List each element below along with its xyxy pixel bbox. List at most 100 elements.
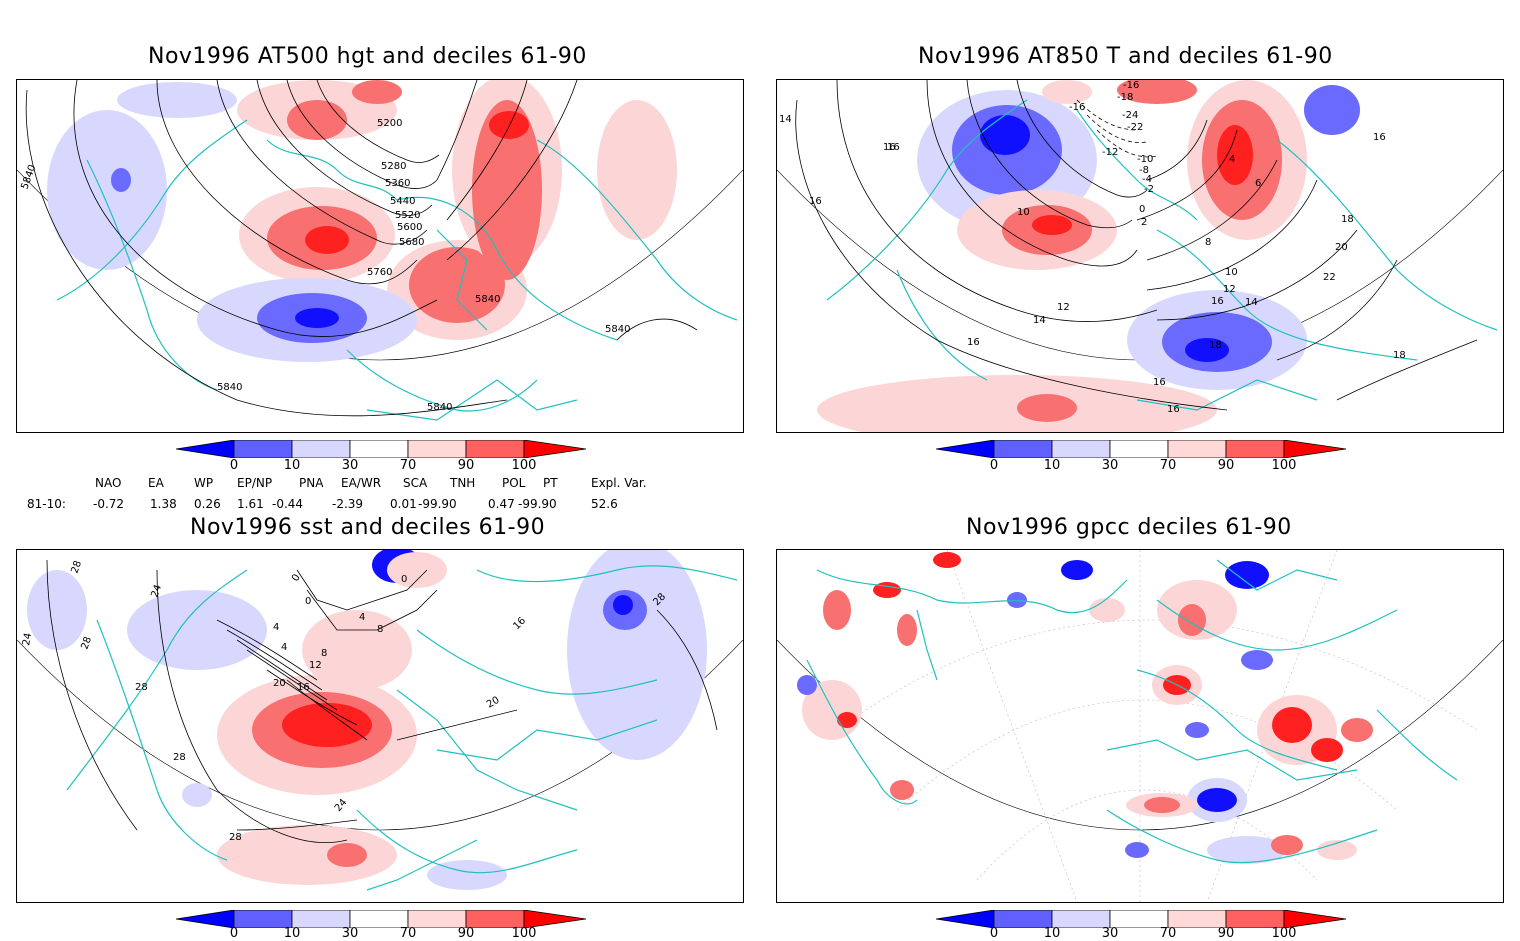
panel-title-t850: Nov1996 AT850 T and deciles 61-90 (918, 44, 1333, 69)
colorbar-tick: 10 (283, 458, 301, 473)
svg-text:5840: 5840 (605, 324, 630, 335)
map-t850-svg: -16 -18 -16 -24 -22 -12 -10 -8 -4 -2 0 2… (777, 80, 1503, 432)
svg-text:5360: 5360 (385, 178, 410, 189)
svg-text:5440: 5440 (390, 196, 415, 207)
svg-text:5520: 5520 (395, 210, 420, 221)
colorbar-tick: 70 (1159, 458, 1177, 473)
svg-text:20: 20 (1335, 242, 1348, 253)
anomaly-shading (27, 550, 707, 890)
svg-text:5760: 5760 (367, 267, 392, 278)
svg-text:12: 12 (309, 660, 322, 671)
index-value: -99.90 (418, 497, 457, 511)
colorbar-sst-svg (175, 909, 587, 929)
svg-text:16: 16 (1153, 377, 1166, 388)
svg-text:8: 8 (377, 624, 383, 635)
index-value: -99.90 (518, 497, 557, 511)
panel-title-sst: Nov1996 sst and deciles 61-90 (190, 515, 546, 540)
colorbar-tick: 90 (1217, 458, 1235, 473)
colorbar-tick: 30 (1101, 458, 1119, 473)
precip-deciles (797, 552, 1373, 864)
colorbar-tick: 0 (229, 458, 239, 473)
svg-text:12: 12 (1223, 284, 1236, 295)
colorbar-tick: 90 (457, 458, 475, 473)
svg-text:28: 28 (229, 832, 242, 843)
colorbar-tick: 30 (341, 926, 359, 941)
svg-text:-18: -18 (1117, 92, 1133, 103)
colorbar-tick: 100 (511, 458, 537, 473)
svg-text:16: 16 (967, 337, 980, 348)
svg-text:16: 16 (887, 142, 900, 153)
colorbar-tick: 100 (511, 926, 537, 941)
colorbar-gpcc-svg (935, 909, 1347, 929)
index-header: PNA (299, 476, 324, 490)
svg-text:0: 0 (305, 596, 311, 607)
svg-text:16: 16 (1167, 404, 1180, 415)
svg-text:6: 6 (1255, 178, 1261, 189)
colorbar-tick: 100 (1271, 458, 1297, 473)
colorbar-tick: 30 (341, 458, 359, 473)
temperature-contours (795, 80, 1478, 411)
index-value: 0.47 (488, 497, 515, 511)
svg-text:4: 4 (273, 622, 279, 633)
svg-text:-22: -22 (1127, 122, 1143, 133)
svg-text:-10: -10 (1137, 154, 1153, 165)
svg-text:10: 10 (1017, 207, 1030, 218)
colorbar-tick: 70 (1159, 926, 1177, 941)
svg-text:16: 16 (1211, 296, 1224, 307)
colorbar-t850-svg (935, 439, 1347, 459)
index-value: 1.61 (237, 497, 264, 511)
coastlines (826, 99, 1498, 411)
svg-text:5840: 5840 (19, 163, 38, 191)
coastlines (806, 559, 1458, 864)
svg-text:-8: -8 (1139, 165, 1149, 176)
svg-text:10: 10 (1225, 267, 1238, 278)
colorbar-tick: 90 (1217, 926, 1235, 941)
svg-text:14: 14 (1245, 297, 1258, 308)
panel-title-hgt500: Nov1996 AT500 hgt and deciles 61-90 (148, 44, 587, 69)
svg-text:4: 4 (1229, 154, 1235, 165)
svg-text:0: 0 (290, 572, 303, 583)
svg-text:0: 0 (1139, 204, 1145, 215)
coastlines (56, 119, 738, 421)
colorbar-tick: 10 (1043, 458, 1061, 473)
svg-text:5600: 5600 (397, 222, 422, 233)
map-hgt500: 5200 5280 5360 5440 5520 5600 5680 5760 … (16, 79, 744, 433)
colorbar-tick: 70 (399, 926, 417, 941)
svg-text:5280: 5280 (381, 161, 406, 172)
colorbar-t850: 0 10 30 70 90 100 (935, 439, 1347, 476)
svg-text:-12: -12 (1102, 147, 1118, 158)
index-header: EA (148, 476, 164, 490)
index-header: SCA (403, 476, 428, 490)
colorbar-tick: 0 (989, 926, 999, 941)
svg-text:12: 12 (1057, 302, 1070, 313)
index-header: EP/NP (237, 476, 273, 490)
svg-text:14: 14 (779, 114, 792, 125)
svg-text:16: 16 (511, 615, 528, 632)
index-header: PT (543, 476, 558, 490)
colorbar-gpcc: 0 10 30 70 90 100 (935, 909, 1347, 941)
svg-text:16: 16 (1373, 132, 1386, 143)
graticule (836, 550, 1478, 902)
svg-text:-2: -2 (1144, 184, 1154, 195)
index-header: Expl. Var. (591, 476, 647, 490)
colorbar-tick: 0 (989, 458, 999, 473)
svg-text:-24: -24 (1122, 110, 1138, 121)
svg-text:28: 28 (69, 559, 84, 575)
index-header: TNH (450, 476, 476, 490)
map-sst: 28 24 28 24 28 28 0 0 0 4 4 4 8 8 12 16 … (16, 549, 744, 903)
sst-contours (46, 559, 718, 843)
map-t850: -16 -18 -16 -24 -22 -12 -10 -8 -4 -2 0 2… (776, 79, 1504, 433)
coastlines (66, 565, 738, 891)
svg-text:16: 16 (297, 682, 310, 693)
map-gpcc (776, 549, 1504, 903)
svg-text:2: 2 (1141, 217, 1147, 228)
index-value: -0.72 (93, 497, 125, 511)
svg-text:24: 24 (21, 632, 34, 646)
index-header: POL (502, 476, 526, 490)
svg-text:-16: -16 (1069, 102, 1085, 113)
colorbar-tick: 90 (457, 926, 475, 941)
anomaly-shading (47, 80, 677, 362)
svg-text:5840: 5840 (427, 402, 452, 413)
index-header: EA/WR (341, 476, 382, 490)
svg-text:5200: 5200 (377, 118, 402, 129)
